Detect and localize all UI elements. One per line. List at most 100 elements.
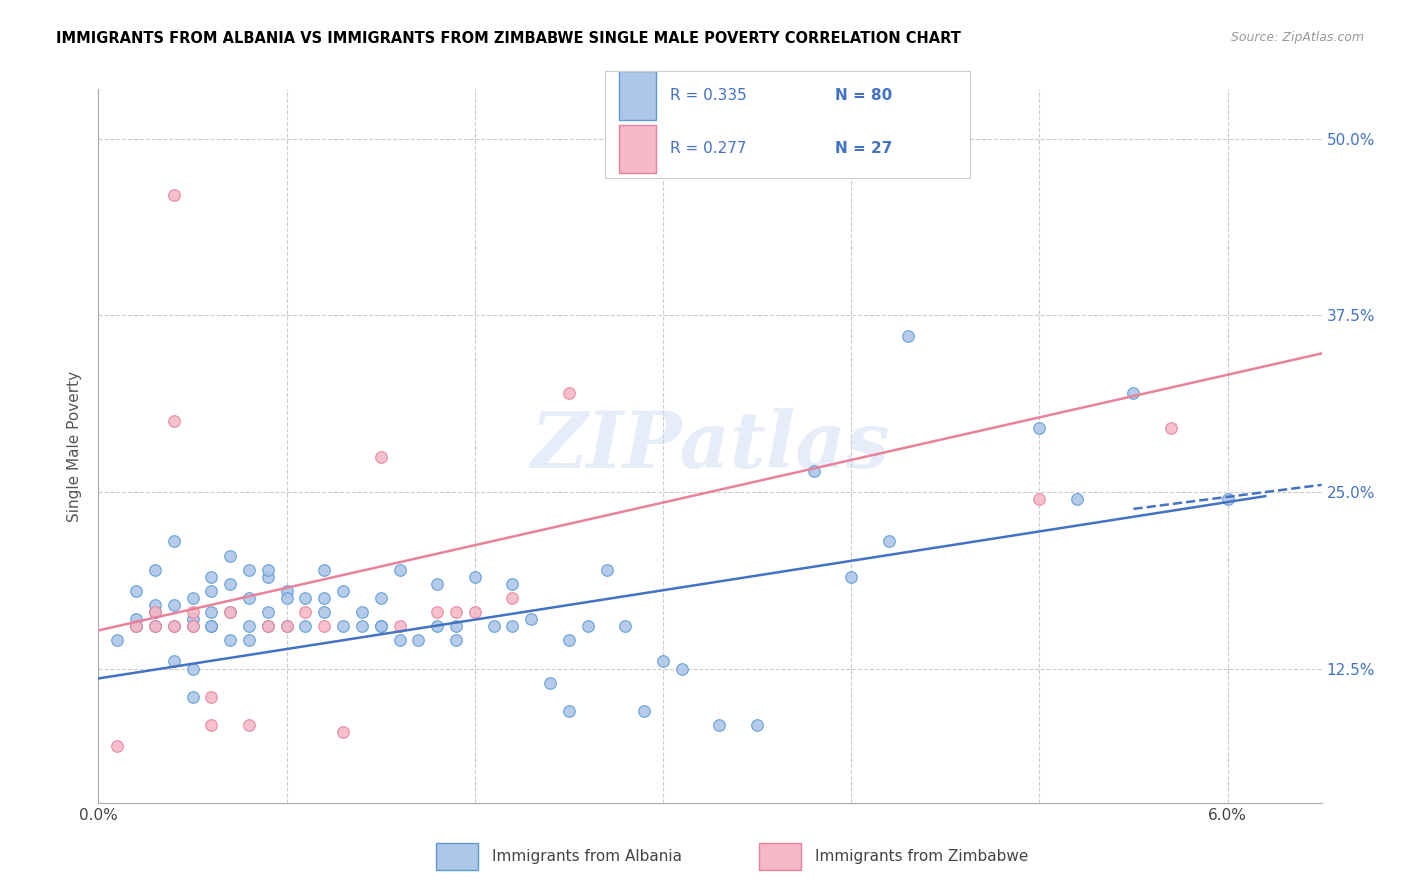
Text: Immigrants from Zimbabwe: Immigrants from Zimbabwe [815, 849, 1029, 863]
Point [426, 605, 449, 619]
Point [408, 633, 430, 648]
Point [426, 576, 449, 591]
Text: N = 27: N = 27 [835, 142, 893, 156]
Point [558, 704, 581, 718]
Point [181, 612, 204, 626]
Point [163, 619, 186, 633]
Point [181, 605, 204, 619]
Point [671, 662, 693, 676]
Point [520, 612, 543, 626]
Point [332, 583, 354, 598]
Point [1216, 491, 1239, 506]
Point [105, 633, 128, 648]
Point [482, 619, 505, 633]
Point [388, 563, 411, 577]
Point [652, 655, 675, 669]
Point [163, 188, 186, 202]
Point [538, 675, 561, 690]
Point [388, 619, 411, 633]
Point [163, 655, 186, 669]
Text: N = 80: N = 80 [835, 88, 893, 103]
Point [314, 605, 336, 619]
Point [370, 619, 392, 633]
Point [614, 619, 637, 633]
Text: Immigrants from Albania: Immigrants from Albania [492, 849, 682, 863]
Point [143, 563, 166, 577]
Bar [436, 843, 478, 870]
Point [143, 619, 166, 633]
Point [256, 619, 278, 633]
Point [1122, 386, 1144, 401]
Point [370, 591, 392, 605]
Point [444, 605, 467, 619]
Point [294, 605, 316, 619]
Point [558, 386, 581, 401]
Point [219, 549, 242, 563]
Point [181, 619, 204, 633]
Point [143, 619, 166, 633]
Point [595, 563, 617, 577]
Point [125, 619, 148, 633]
Point [200, 718, 222, 732]
Point [276, 619, 298, 633]
Point [181, 591, 204, 605]
Point [238, 633, 260, 648]
Point [256, 570, 278, 584]
Point [501, 591, 523, 605]
Point [163, 414, 186, 428]
Bar [759, 843, 801, 870]
Point [163, 619, 186, 633]
Point [877, 534, 900, 549]
Point [350, 605, 373, 619]
Point [276, 619, 298, 633]
Point [314, 591, 336, 605]
Point [125, 619, 148, 633]
Point [332, 725, 354, 739]
Point [200, 605, 222, 619]
Point [444, 633, 467, 648]
Text: R = 0.335: R = 0.335 [671, 88, 747, 103]
Point [426, 619, 449, 633]
Point [200, 619, 222, 633]
Point [200, 583, 222, 598]
Point [745, 718, 768, 732]
Point [200, 570, 222, 584]
Point [897, 329, 920, 343]
Point [464, 570, 486, 584]
Point [219, 605, 242, 619]
Point [350, 619, 373, 633]
Point [276, 583, 298, 598]
Bar [619, 125, 655, 173]
Point [576, 619, 599, 633]
Text: R = 0.277: R = 0.277 [671, 142, 747, 156]
Point [256, 605, 278, 619]
Point [839, 570, 862, 584]
Point [181, 690, 204, 704]
Point [1066, 491, 1088, 506]
Point [143, 598, 166, 612]
Point [388, 633, 411, 648]
Point [332, 619, 354, 633]
Point [238, 563, 260, 577]
Bar [619, 71, 655, 120]
Point [294, 591, 316, 605]
Point [501, 619, 523, 633]
Point [181, 662, 204, 676]
Point [314, 563, 336, 577]
Point [1028, 421, 1050, 435]
Point [294, 619, 316, 633]
Point [314, 619, 336, 633]
Point [558, 633, 581, 648]
Point [1160, 421, 1182, 435]
Y-axis label: Single Male Poverty: Single Male Poverty [67, 370, 83, 522]
Point [238, 718, 260, 732]
Point [238, 591, 260, 605]
Point [163, 534, 186, 549]
Text: Source: ZipAtlas.com: Source: ZipAtlas.com [1230, 31, 1364, 45]
Point [276, 591, 298, 605]
Point [200, 619, 222, 633]
Point [143, 605, 166, 619]
Point [501, 576, 523, 591]
Text: IMMIGRANTS FROM ALBANIA VS IMMIGRANTS FROM ZIMBABWE SINGLE MALE POVERTY CORRELAT: IMMIGRANTS FROM ALBANIA VS IMMIGRANTS FR… [56, 31, 962, 46]
Point [238, 619, 260, 633]
